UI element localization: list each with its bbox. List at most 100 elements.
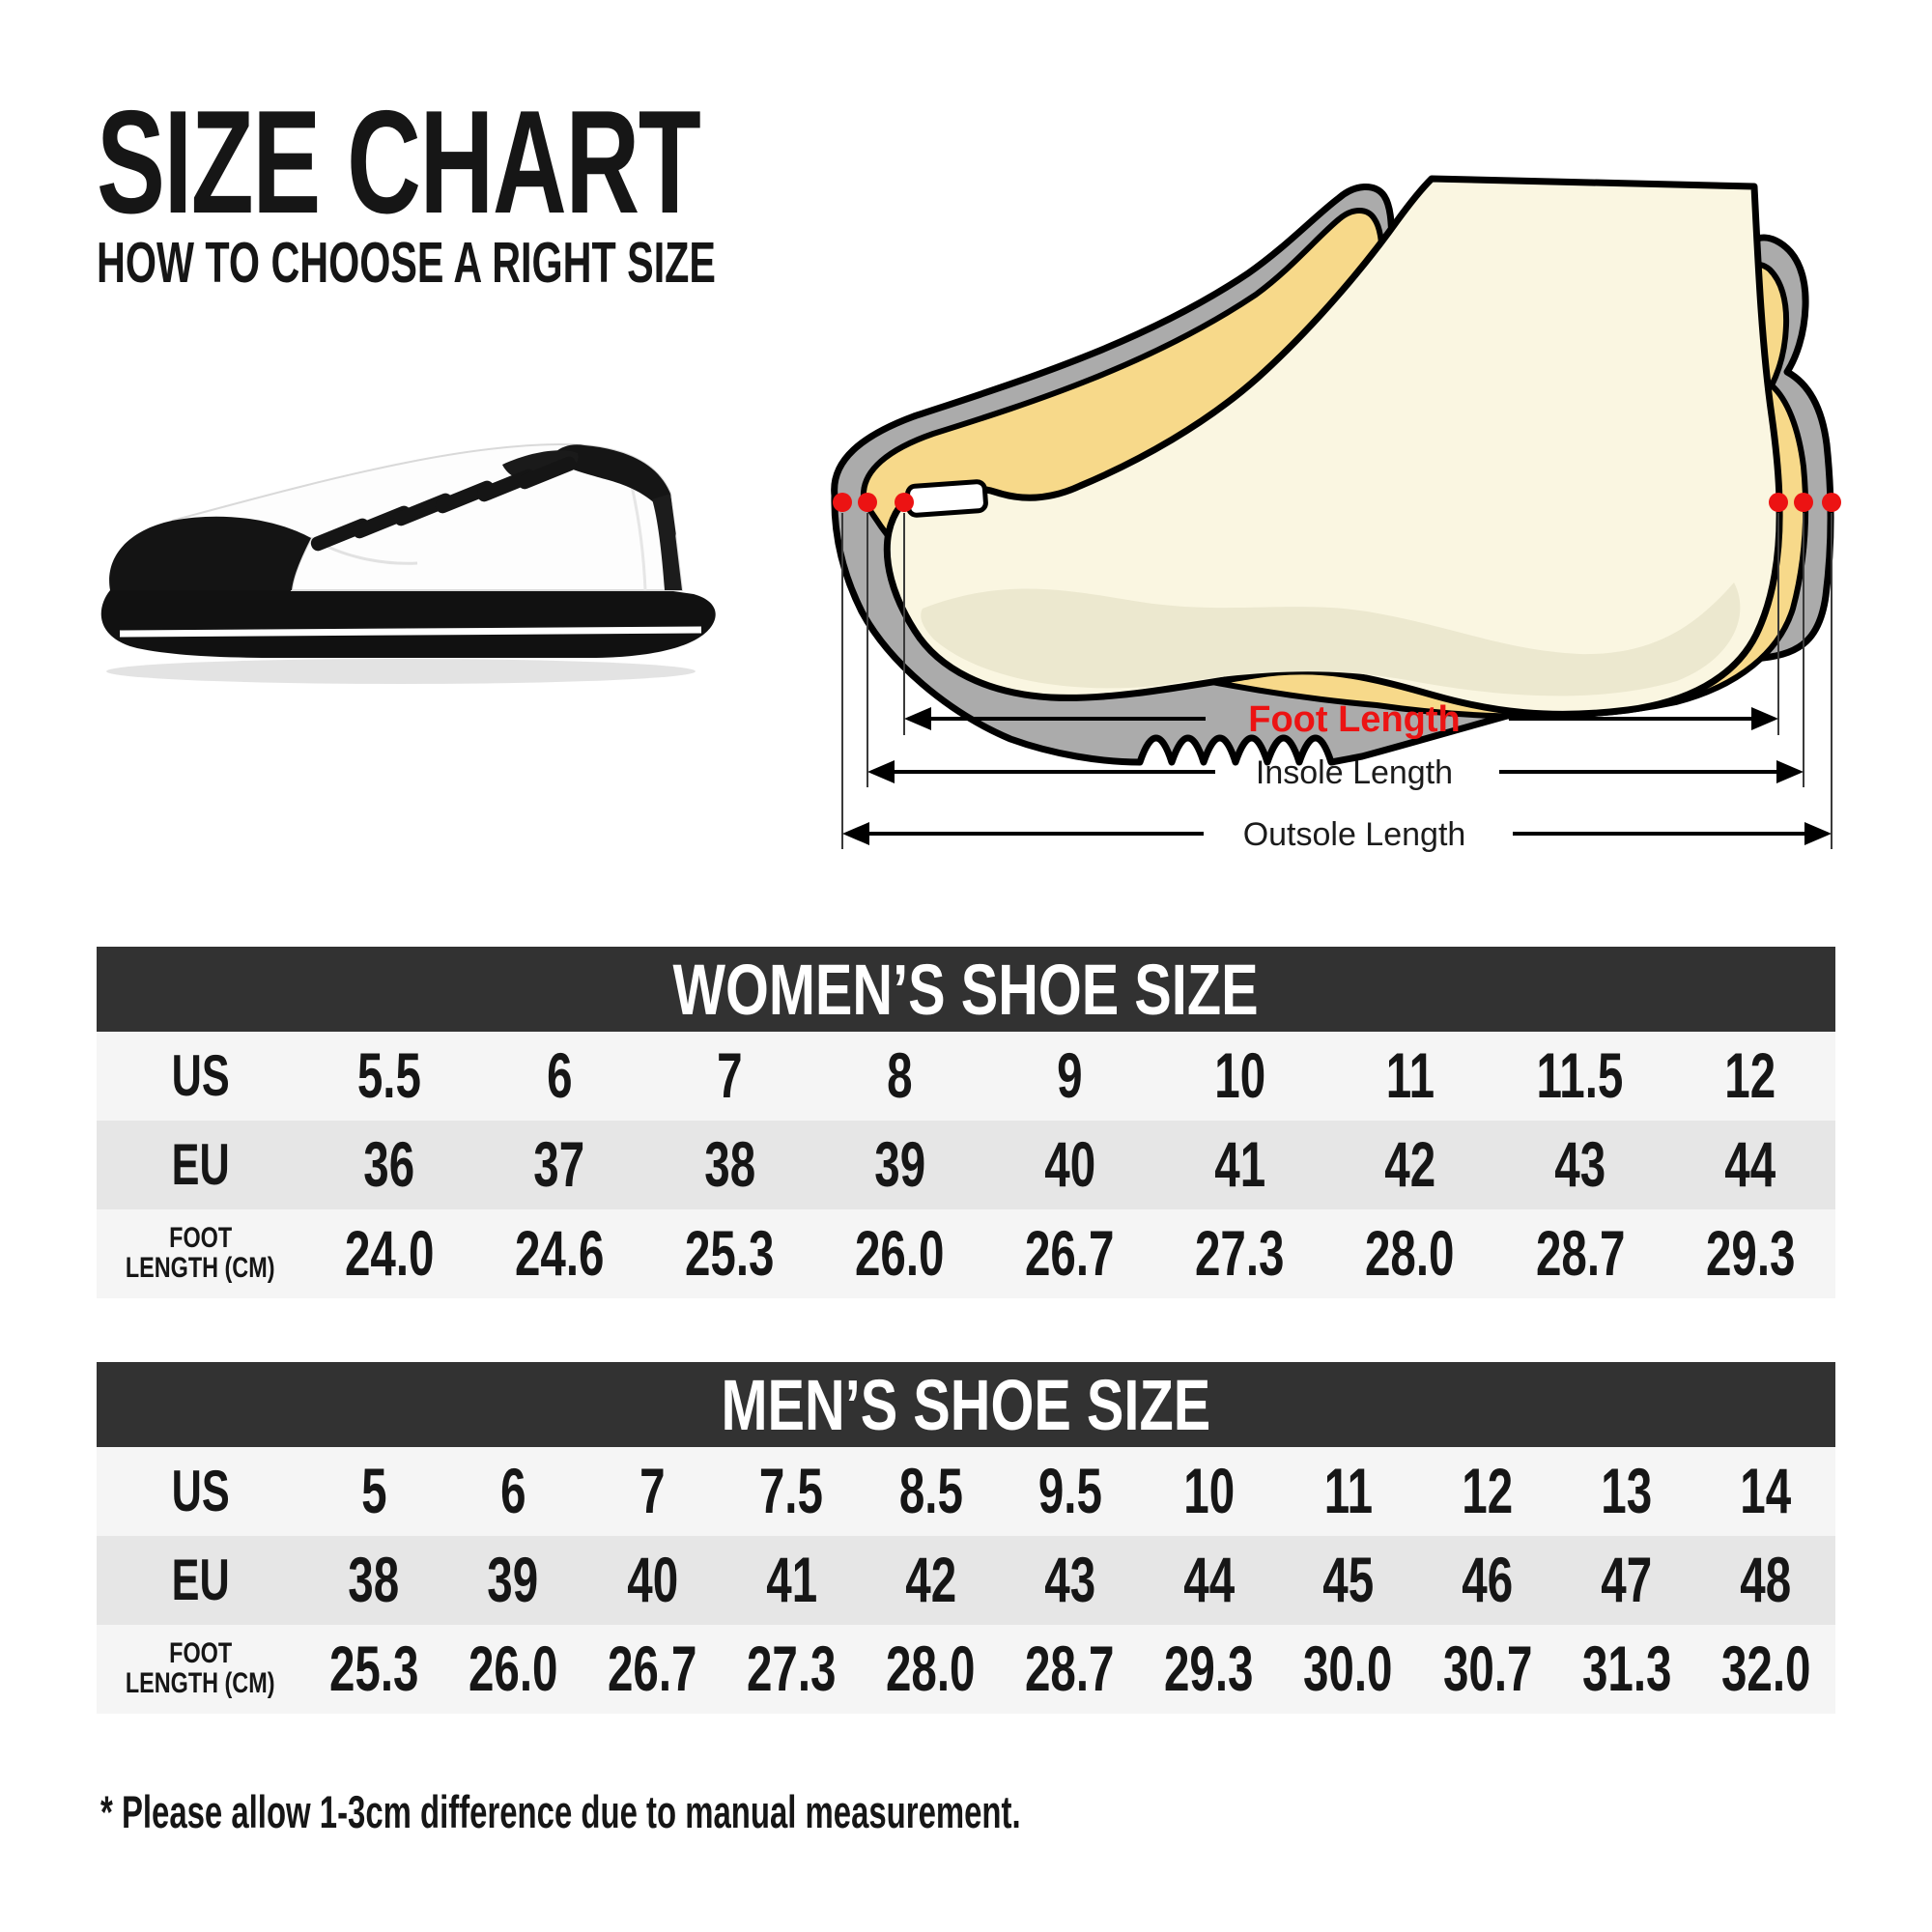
measurement-disclaimer: * Please allow 1-3cm difference due to m…: [100, 1785, 1415, 1838]
row-label: EU: [171, 1132, 230, 1198]
measurement-disclaimer-text: * Please allow 1-3cm difference due to m…: [100, 1786, 1021, 1837]
page-title: SIZE CHART: [97, 89, 958, 236]
size-cell: 26.0: [468, 1633, 558, 1705]
table-row: FOOT LENGTH (CM) 24.0 24.6 25.3 26.0 26.7 27.3 2…: [97, 1209, 1835, 1298]
size-cell: 8.5: [898, 1455, 963, 1527]
measurement-dots: [833, 493, 1841, 512]
size-cell: 42: [904, 1544, 956, 1616]
row-label: FOOT LENGTH (CM): [126, 1222, 275, 1284]
size-cell: 11: [1385, 1039, 1435, 1112]
size-cell: 43: [1554, 1128, 1606, 1201]
size-cell: 37: [533, 1128, 585, 1201]
insole-length-label: Insole Length: [1256, 754, 1453, 791]
table-row: US 5 6 7 7.5 8.5 9.5 10 11 12 13 14: [97, 1447, 1835, 1536]
size-cell: 41: [765, 1544, 817, 1616]
size-cell: 27.3: [747, 1633, 837, 1705]
table-row: EU 38 39 40 41 42 43 44 45 46 47 48: [97, 1536, 1835, 1625]
sole-white-stripe: [119, 626, 702, 638]
size-cell: 43: [1044, 1544, 1095, 1616]
size-cell: 24.6: [514, 1217, 605, 1290]
size-cell: 11: [1323, 1455, 1373, 1527]
size-cell: 5: [360, 1455, 387, 1527]
size-cell: 30.0: [1303, 1633, 1393, 1705]
size-cell: 28.7: [1025, 1633, 1115, 1705]
size-cell: 11.5: [1536, 1039, 1624, 1112]
size-cell: 26.7: [1025, 1217, 1115, 1290]
foot-length-label: Foot Length: [1248, 699, 1460, 740]
size-cell: 28.0: [1365, 1217, 1455, 1290]
row-label: FOOT LENGTH (CM): [126, 1637, 275, 1699]
size-cell: 28.0: [886, 1633, 976, 1705]
foot-measurement-diagram: Foot Length Insole Length Outsole Length: [831, 175, 1841, 853]
size-cell: 24.0: [344, 1217, 435, 1290]
size-cell: 40: [1044, 1128, 1095, 1201]
size-cell: 48: [1740, 1544, 1792, 1616]
table-row: US 5.5 6 7 8 9 10 11 11.5 12: [97, 1032, 1835, 1121]
size-cell: 7: [717, 1039, 743, 1112]
size-cell: 10: [1214, 1039, 1266, 1112]
foot-shape: [883, 175, 1783, 718]
womens-table-header: WOMEN’S SHOE SIZE: [97, 947, 1835, 1032]
size-cell: 6: [546, 1039, 573, 1112]
size-cell: 29.3: [1164, 1633, 1254, 1705]
foot-shading: [921, 582, 1741, 696]
heel-trim: [652, 494, 682, 590]
measurement-guides: [841, 513, 1833, 849]
shoe-sole: [100, 586, 716, 658]
size-cell: 8: [887, 1039, 913, 1112]
size-cell: 9.5: [1037, 1455, 1102, 1527]
size-cell: 29.3: [1705, 1217, 1796, 1290]
size-cell: 32.0: [1720, 1633, 1811, 1705]
page-subtitle: HOW TO CHOOSE A RIGHT SIZE: [97, 230, 981, 296]
size-cell: 47: [1601, 1544, 1653, 1616]
size-cell: 39: [873, 1128, 925, 1201]
size-cell: 12: [1462, 1455, 1514, 1527]
womens-table-rows: US 5.5 6 7 8 9 10 11 11.5 12 EU 36 37 38 39 40 41 42 43 44 F…: [97, 1032, 1835, 1298]
mens-table-rows: US 5 6 7 7.5 8.5 9.5 10 11 12 13 14 EU 38 39 40 41 42 43 44…: [97, 1447, 1835, 1714]
outsole-length-arrow: Outsole Length: [842, 816, 1832, 853]
size-cell: 7.5: [759, 1455, 824, 1527]
size-cell: 39: [487, 1544, 539, 1616]
collar-trim: [554, 444, 676, 536]
page-title-text: SIZE CHART: [97, 80, 701, 244]
size-cell: 42: [1384, 1128, 1436, 1201]
size-cell: 25.3: [328, 1633, 419, 1705]
size-cell: 26.0: [855, 1217, 945, 1290]
row-label: US: [171, 1043, 230, 1109]
womens-table-title: WOMEN’S SHOE SIZE: [672, 949, 1260, 1030]
mens-table-header: MEN’S SHOE SIZE: [97, 1362, 1835, 1447]
size-cell: 41: [1214, 1128, 1266, 1201]
size-cell: 44: [1724, 1128, 1776, 1201]
size-cell: 7: [639, 1455, 666, 1527]
insole-length-arrow: Insole Length: [867, 754, 1804, 791]
size-cell: 30.7: [1442, 1633, 1533, 1705]
size-cell: 9: [1057, 1039, 1083, 1112]
size-cell: 14: [1740, 1455, 1792, 1527]
size-cell: 27.3: [1195, 1217, 1285, 1290]
page-subtitle-text: HOW TO CHOOSE A RIGHT SIZE: [97, 231, 716, 295]
size-cell: 6: [499, 1455, 526, 1527]
womens-size-table: WOMEN’S SHOE SIZE US 5.5 6 7 8 9 10 11 11.5 12 EU 3…: [97, 947, 1835, 1298]
size-cell: 10: [1183, 1455, 1236, 1527]
mens-size-table: MEN’S SHOE SIZE US 5 6 7 7.5 8.5 9.5 10 11 12 13 14…: [97, 1362, 1835, 1714]
size-cell: 26.7: [607, 1633, 697, 1705]
size-cell: 38: [703, 1128, 755, 1201]
size-cell: 13: [1601, 1455, 1653, 1527]
size-cell: 38: [348, 1544, 400, 1616]
size-cell: 36: [363, 1128, 415, 1201]
size-cell: 46: [1462, 1544, 1514, 1616]
size-cell: 40: [626, 1544, 678, 1616]
foot-length-arrow: Foot Length: [904, 699, 1778, 740]
size-cell: 25.3: [685, 1217, 775, 1290]
outsole-length-label: Outsole Length: [1243, 816, 1466, 853]
size-cell: 12: [1724, 1039, 1776, 1112]
toe-cap: [109, 516, 312, 590]
table-row: FOOT LENGTH (CM) 25.3 26.0 26.7 27.3 28.0 28.7 2…: [97, 1625, 1835, 1714]
shoe-shadow: [106, 659, 696, 684]
mens-table-title: MEN’S SHOE SIZE: [721, 1364, 1211, 1445]
size-cell: 44: [1183, 1544, 1236, 1616]
size-cell: 31.3: [1581, 1633, 1672, 1705]
sneaker-product-image: [100, 443, 716, 684]
row-label: US: [171, 1459, 230, 1524]
size-cell: 28.7: [1535, 1217, 1626, 1290]
